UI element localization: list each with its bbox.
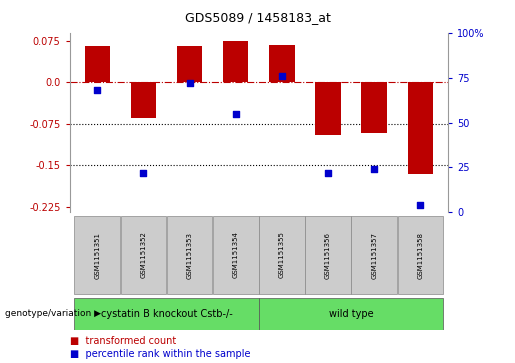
FancyBboxPatch shape: [213, 216, 259, 294]
Bar: [315, 82, 341, 135]
Bar: [362, 82, 387, 133]
Bar: [223, 41, 248, 82]
Point: [232, 111, 240, 117]
Bar: [131, 82, 156, 118]
FancyBboxPatch shape: [74, 298, 259, 330]
Text: genotype/variation ▶: genotype/variation ▶: [5, 310, 101, 318]
Text: GSM1151352: GSM1151352: [141, 232, 146, 278]
Text: GSM1151351: GSM1151351: [94, 232, 100, 278]
Text: GSM1151358: GSM1151358: [417, 232, 423, 278]
Bar: [269, 45, 295, 82]
Point: [370, 166, 379, 172]
Text: GSM1151355: GSM1151355: [279, 232, 285, 278]
FancyBboxPatch shape: [398, 216, 443, 294]
FancyBboxPatch shape: [74, 216, 120, 294]
Point: [416, 202, 424, 208]
Text: GDS5089 / 1458183_at: GDS5089 / 1458183_at: [184, 11, 331, 24]
FancyBboxPatch shape: [121, 216, 166, 294]
Text: GSM1151354: GSM1151354: [233, 232, 239, 278]
Text: GSM1151356: GSM1151356: [325, 232, 331, 278]
Text: ■  transformed count: ■ transformed count: [70, 335, 176, 346]
Text: GSM1151357: GSM1151357: [371, 232, 377, 278]
Point: [139, 170, 147, 176]
FancyBboxPatch shape: [351, 216, 397, 294]
Point: [324, 170, 332, 176]
Text: cystatin B knockout Cstb-/-: cystatin B knockout Cstb-/-: [100, 309, 232, 319]
Bar: [408, 82, 433, 174]
Point: [185, 80, 194, 86]
Text: wild type: wild type: [329, 309, 373, 319]
Bar: [177, 46, 202, 82]
Text: GSM1151353: GSM1151353: [186, 232, 193, 278]
Point: [278, 73, 286, 79]
FancyBboxPatch shape: [259, 216, 305, 294]
FancyBboxPatch shape: [167, 216, 212, 294]
Bar: [84, 46, 110, 82]
FancyBboxPatch shape: [305, 216, 351, 294]
FancyBboxPatch shape: [259, 298, 443, 330]
Text: ■  percentile rank within the sample: ■ percentile rank within the sample: [70, 349, 250, 359]
Point: [93, 87, 101, 93]
